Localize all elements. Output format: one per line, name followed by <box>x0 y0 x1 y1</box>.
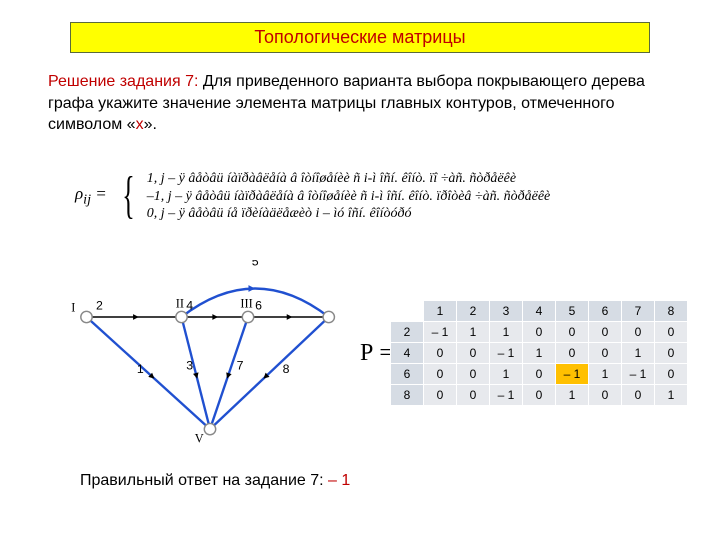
matrix-cell: – 1 <box>622 364 655 385</box>
matrix-cell: 1 <box>589 364 622 385</box>
problem-suffix: ». <box>144 116 157 133</box>
svg-text:II: II <box>176 297 184 311</box>
matrix-col-header: 7 <box>622 301 655 322</box>
svg-text:V: V <box>195 431 204 445</box>
title-bar: Топологические матрицы <box>70 22 650 53</box>
svg-text:I: I <box>71 300 75 314</box>
matrix-row-header: 6 <box>391 364 424 385</box>
matrix-cell: 0 <box>655 364 688 385</box>
matrix-corner <box>391 301 424 322</box>
title-text: Топологические матрицы <box>254 27 465 47</box>
matrix-cell: – 1 <box>556 364 589 385</box>
matrix-cell: 1 <box>655 385 688 406</box>
problem-text: Решение задания 7: Для приведенного вари… <box>48 71 672 136</box>
matrix-cell: 0 <box>523 322 556 343</box>
matrix-cell: 0 <box>424 364 457 385</box>
svg-text:6: 6 <box>255 298 262 312</box>
matrix-cell: 1 <box>523 343 556 364</box>
svg-text:7: 7 <box>237 358 244 372</box>
formula-block: ρij = { 1, j – ÿ âåòâü íàïðàâëåíà â îòíî… <box>75 170 550 223</box>
answer-value: – 1 <box>328 472 350 489</box>
matrix-cell: 0 <box>622 322 655 343</box>
matrix-cell: 0 <box>457 343 490 364</box>
svg-text:III: III <box>240 297 252 311</box>
matrix-cell: 1 <box>556 385 589 406</box>
matrix-row-header: 2 <box>391 322 424 343</box>
brace-icon: { <box>123 170 135 222</box>
graph-diagram: 52461378IIIIIIV <box>60 260 360 450</box>
matrix-cell: 0 <box>655 322 688 343</box>
svg-text:3: 3 <box>186 358 193 372</box>
formula-cases: 1, j – ÿ âåòâü íàïðàâëåíà â îòíîøåíèè ñ … <box>147 170 551 223</box>
matrix-cell: 0 <box>589 322 622 343</box>
svg-text:5: 5 <box>252 260 259 269</box>
matrix-cell: 0 <box>523 364 556 385</box>
contour-matrix: 123456782– 11100000400– 11001060010– 11–… <box>390 300 688 406</box>
matrix-wrap: 123456782– 11100000400– 11001060010– 11–… <box>390 300 688 406</box>
matrix-cell: – 1 <box>490 343 523 364</box>
matrix-col-header: 3 <box>490 301 523 322</box>
matrix-cell: 1 <box>490 322 523 343</box>
svg-text:4: 4 <box>186 298 193 312</box>
svg-text:2: 2 <box>96 298 103 312</box>
problem-prefix: Решение задания 7: <box>48 73 198 90</box>
formula-case: 0, j – ÿ âåòâü íå ïðèíàäëåæèò i – ìó îñí… <box>147 205 551 223</box>
matrix-cell: – 1 <box>424 322 457 343</box>
matrix-cell: 0 <box>523 385 556 406</box>
matrix-cell: 1 <box>457 322 490 343</box>
matrix-cell: 0 <box>589 385 622 406</box>
matrix-cell: 0 <box>457 364 490 385</box>
matrix-cell: 0 <box>457 385 490 406</box>
formula-case: –1, j – ÿ âåòâü íàïðàâëåíà â îòíîøåíèè ñ… <box>147 188 551 206</box>
svg-text:8: 8 <box>283 362 290 376</box>
answer-prefix: Правильный ответ на задание 7: <box>80 472 328 489</box>
matrix-cell: 0 <box>556 322 589 343</box>
matrix-cell: 0 <box>556 343 589 364</box>
matrix-col-header: 5 <box>556 301 589 322</box>
matrix-col-header: 4 <box>523 301 556 322</box>
svg-text:1: 1 <box>137 362 144 376</box>
formula-lhs: ρij = <box>75 184 107 203</box>
matrix-cell: 1 <box>622 343 655 364</box>
matrix-cell: 0 <box>424 343 457 364</box>
matrix-cell: 0 <box>424 385 457 406</box>
matrix-row-header: 8 <box>391 385 424 406</box>
matrix-cell: 0 <box>655 343 688 364</box>
matrix-cell: 0 <box>589 343 622 364</box>
matrix-col-header: 2 <box>457 301 490 322</box>
matrix-col-header: 6 <box>589 301 622 322</box>
rho-equals: Ρ = <box>360 340 393 367</box>
answer-line: Правильный ответ на задание 7: – 1 <box>80 472 350 490</box>
formula-case: 1, j – ÿ âåòâü íàïðàâëåíà â îòíîøåíèè ñ … <box>147 170 551 188</box>
matrix-cell: 0 <box>622 385 655 406</box>
problem-x: х <box>136 116 144 133</box>
matrix-col-header: 8 <box>655 301 688 322</box>
matrix-cell: – 1 <box>490 385 523 406</box>
matrix-col-header: 1 <box>424 301 457 322</box>
matrix-row-header: 4 <box>391 343 424 364</box>
matrix-cell: 1 <box>490 364 523 385</box>
